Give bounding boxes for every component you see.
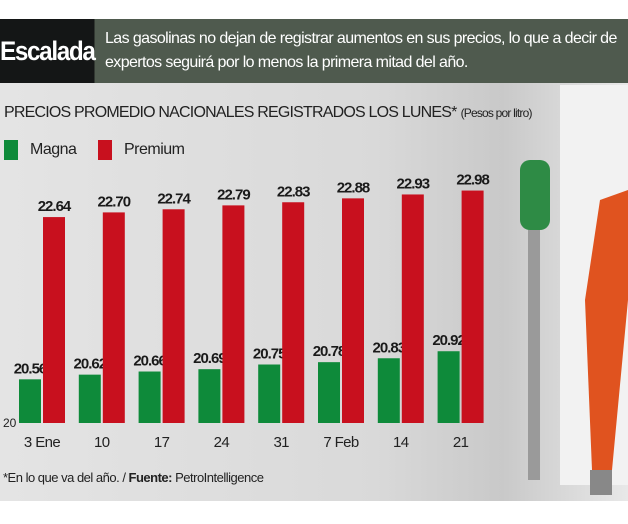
x-tick-label: 17 xyxy=(154,434,170,451)
legend-label-premium: Premium xyxy=(124,141,185,158)
x-tick-label: 10 xyxy=(94,434,110,451)
data-label-premium: 22.88 xyxy=(337,179,370,196)
y-baseline-label: 20 xyxy=(3,416,17,430)
bar-premium xyxy=(102,212,125,423)
footnote-source-label: Fuente: xyxy=(128,470,173,485)
data-label-magna: 20.69 xyxy=(193,350,226,367)
bar-magna xyxy=(318,362,340,423)
bar-magna xyxy=(138,371,161,423)
lead-text: Las gasolinas no dejan de registrar aume… xyxy=(105,30,617,71)
legend-swatch-magna xyxy=(4,140,18,160)
bar-premium xyxy=(401,194,424,423)
header-band: Escalada Las gasolinas no dejan de regis… xyxy=(0,19,628,83)
legend-premium: Premium xyxy=(98,140,185,160)
bar-premium xyxy=(342,198,364,423)
legend-swatch-premium xyxy=(98,140,112,160)
bar-magna xyxy=(258,364,281,423)
data-label-premium: 22.79 xyxy=(217,186,250,203)
x-tick-label: 3 Ene xyxy=(24,434,60,451)
data-label-premium: 22.98 xyxy=(456,172,489,189)
x-tick-label: 14 xyxy=(393,434,409,451)
bar-premium xyxy=(461,190,484,423)
data-label-magna: 20.78 xyxy=(313,343,346,360)
data-label-premium: 22.74 xyxy=(157,190,191,207)
headline-tag: Escalada xyxy=(0,19,96,83)
x-tick-label: 7 Feb xyxy=(323,434,359,451)
bar-premium xyxy=(43,217,65,423)
data-label-premium: 22.64 xyxy=(38,198,72,215)
footnote: *En lo que va del año. / Fuente: PetroIn… xyxy=(3,470,264,485)
chart-title: PRECIOS PROMEDIO NACIONALES REGISTRADOS … xyxy=(4,104,532,122)
bar-magna xyxy=(19,379,41,423)
data-label-premium: 22.83 xyxy=(277,183,310,200)
bar-magna xyxy=(377,358,400,423)
x-tick-label: 24 xyxy=(214,434,230,451)
data-label-magna: 20.66 xyxy=(133,353,166,370)
footnote-source: PetroIntelligence xyxy=(172,470,264,485)
data-label-premium: 22.70 xyxy=(98,193,131,210)
data-label-magna: 20.75 xyxy=(253,346,286,363)
bar-premium xyxy=(162,209,185,423)
bar-magna xyxy=(437,351,460,423)
bar-magna xyxy=(78,374,101,423)
data-label-magna: 20.56 xyxy=(14,360,47,377)
data-label-magna: 20.92 xyxy=(432,332,465,349)
bar-premium xyxy=(222,205,245,423)
bar-premium xyxy=(282,202,305,423)
legend-magna: Magna xyxy=(4,140,77,160)
x-tick-label: 21 xyxy=(453,434,469,451)
data-label-magna: 20.83 xyxy=(373,339,406,356)
chart-title-text: PRECIOS PROMEDIO NACIONALES REGISTRADOS … xyxy=(4,104,457,121)
x-tick-label: 31 xyxy=(273,434,289,451)
legend-label-magna: Magna xyxy=(30,141,77,158)
bar-magna xyxy=(198,369,221,423)
footnote-note: *En lo que va del año. / xyxy=(3,470,129,485)
chart-subtitle: (Pesos por litro) xyxy=(460,106,533,120)
data-label-premium: 22.93 xyxy=(397,175,430,192)
data-label-magna: 20.62 xyxy=(74,356,107,373)
